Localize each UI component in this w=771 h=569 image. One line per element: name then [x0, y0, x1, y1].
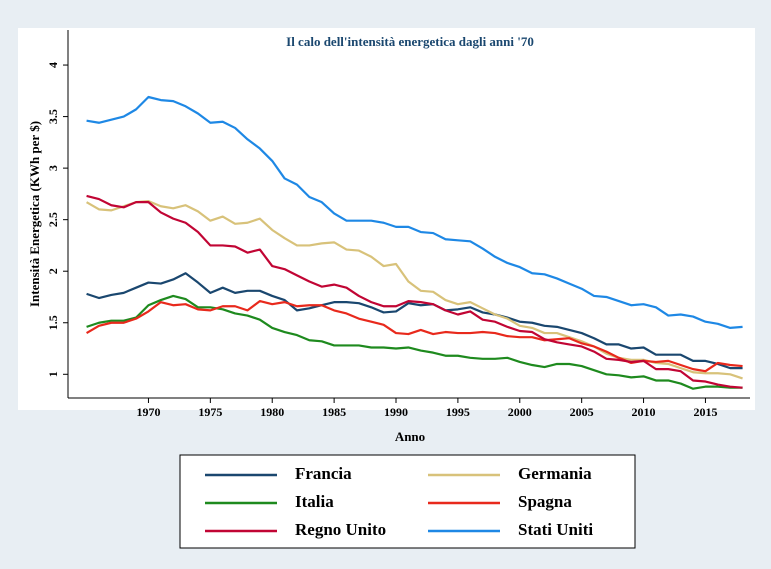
legend-label: Regno Unito — [295, 520, 386, 539]
y-tick-label: 3 — [46, 165, 60, 171]
y-tick-label: 2 — [46, 268, 60, 274]
x-tick-label: 2000 — [508, 405, 532, 419]
series-line — [86, 200, 743, 380]
plot-region — [18, 28, 755, 410]
legend-label: Italia — [295, 492, 334, 511]
series-line — [86, 95, 743, 329]
x-tick-label: 2010 — [632, 405, 656, 419]
chart-title: Il calo dell'intensità energetica dagli … — [286, 34, 534, 49]
x-tick-label: 1975 — [198, 405, 222, 419]
series-line — [86, 294, 743, 390]
y-tick-label: 3.5 — [46, 109, 60, 124]
legend-label: Francia — [295, 464, 352, 483]
x-axis-label: Anno — [395, 429, 425, 444]
legend — [179, 454, 636, 549]
legend-label: Germania — [518, 464, 592, 483]
legend-label: Stati Uniti — [518, 520, 593, 539]
y-tick-label: 2.5 — [46, 212, 60, 227]
x-tick-label: 2015 — [693, 405, 717, 419]
series-line — [86, 194, 743, 389]
y-tick-label: 1 — [46, 371, 60, 377]
x-tick-label: 1980 — [260, 405, 284, 419]
x-tick-label: 2005 — [570, 405, 594, 419]
series-line — [86, 272, 743, 370]
y-tick-label: 4 — [46, 62, 60, 68]
x-tick-label: 1995 — [446, 405, 470, 419]
x-tick-label: 1985 — [322, 405, 346, 419]
y-tick-label: 1.5 — [46, 315, 60, 330]
x-tick-label: 1970 — [136, 405, 160, 419]
y-axis-label: Intensità Energetica (KWh per $) — [27, 121, 42, 307]
legend-label: Spagna — [518, 492, 572, 511]
x-tick-label: 1990 — [384, 405, 408, 419]
